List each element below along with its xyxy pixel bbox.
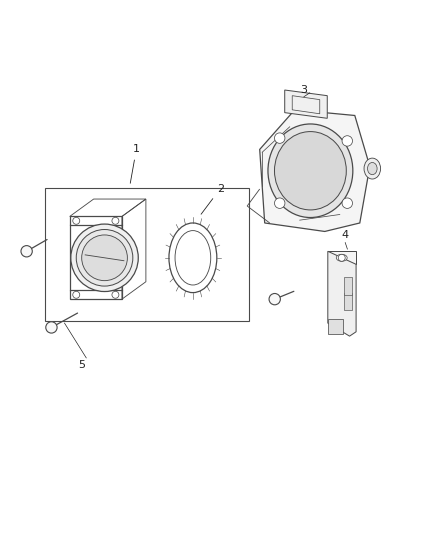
Circle shape [275, 133, 285, 143]
Circle shape [275, 198, 285, 208]
Ellipse shape [275, 132, 346, 210]
Ellipse shape [336, 254, 347, 261]
Polygon shape [285, 90, 327, 118]
Ellipse shape [364, 158, 381, 179]
Circle shape [73, 217, 80, 224]
Ellipse shape [71, 224, 138, 292]
Ellipse shape [82, 235, 127, 281]
Circle shape [342, 136, 353, 146]
Circle shape [112, 292, 119, 298]
Circle shape [73, 292, 80, 298]
Bar [344, 293, 352, 310]
Ellipse shape [367, 163, 377, 175]
Polygon shape [328, 251, 356, 336]
Text: 5: 5 [78, 360, 85, 370]
Ellipse shape [76, 230, 133, 286]
Ellipse shape [268, 124, 353, 217]
Circle shape [112, 217, 119, 224]
Circle shape [269, 294, 280, 305]
Text: 3: 3 [300, 85, 307, 94]
Bar [45, 188, 250, 321]
Polygon shape [328, 251, 356, 264]
Polygon shape [328, 319, 343, 334]
Circle shape [342, 198, 353, 208]
Polygon shape [260, 110, 370, 231]
Circle shape [21, 246, 32, 257]
Circle shape [338, 254, 345, 261]
Text: 2: 2 [201, 184, 224, 214]
Text: 4: 4 [342, 230, 349, 240]
Bar [344, 277, 352, 295]
Text: 1: 1 [130, 144, 140, 183]
Circle shape [46, 322, 57, 333]
